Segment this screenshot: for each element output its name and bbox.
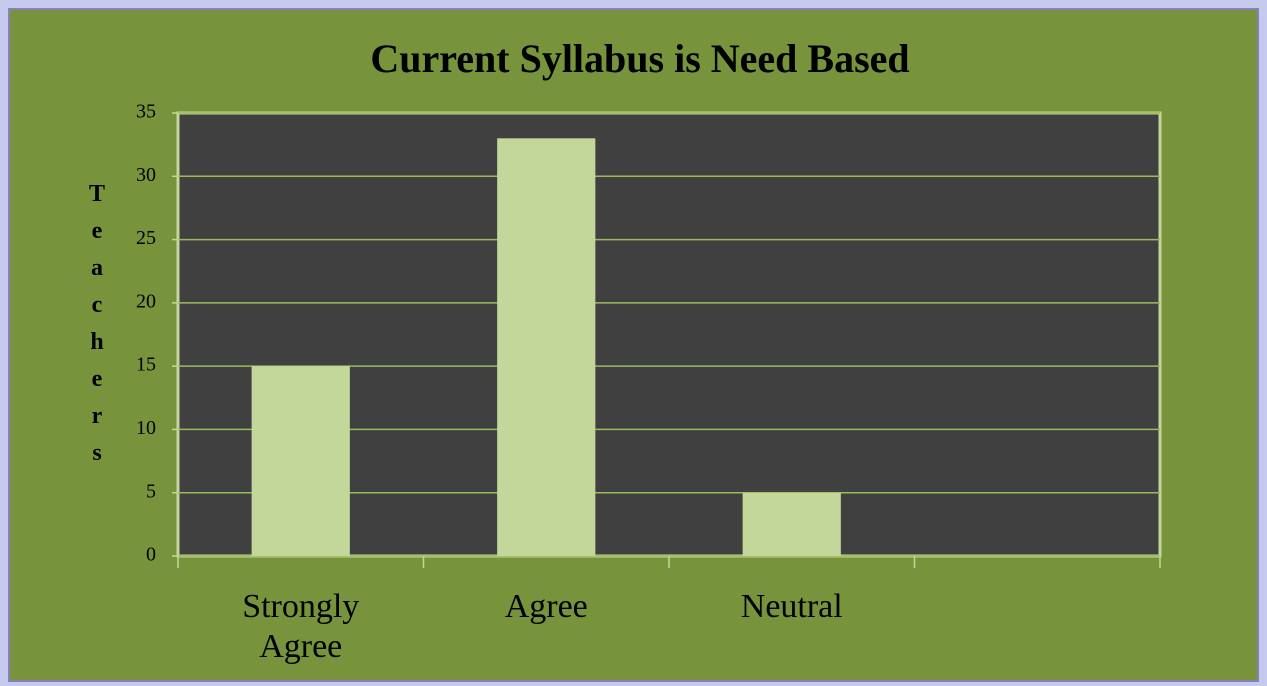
x-tick-label: Strongly Agree [242,588,360,665]
y-tick-label: 5 [146,480,156,502]
y-tick-label: 35 [136,101,156,123]
y-tick-label: 15 [136,354,156,376]
y-tick-label: 20 [136,290,156,312]
y-tick-label: 30 [136,164,156,186]
y-tick-label: 10 [136,417,156,439]
y-tick-label: 25 [136,227,156,249]
bar [742,492,841,556]
x-tick-label: Agree [504,588,588,625]
chart-title: Current Syllabus is Need Based [370,36,909,81]
x-tick-label: Neutral [740,588,843,625]
y-tick-label: 0 [146,544,156,566]
bar [251,366,350,556]
bar [497,138,596,557]
